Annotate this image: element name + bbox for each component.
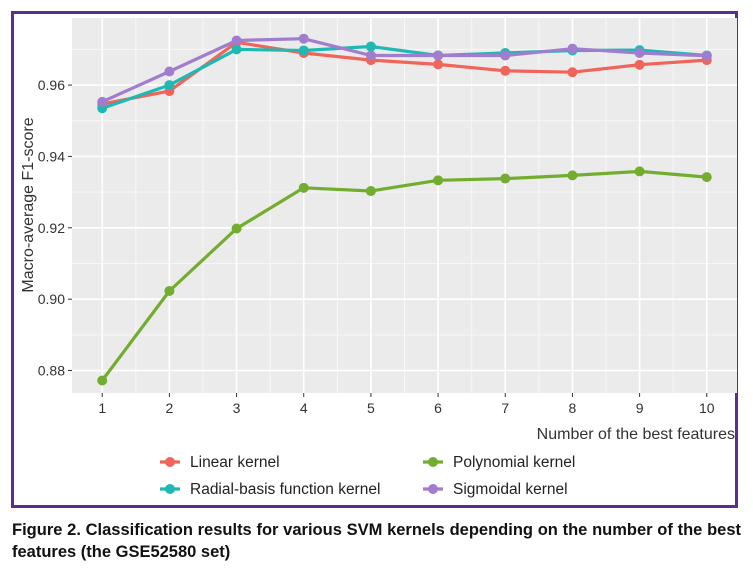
x-tick-label: 6 [434,400,442,416]
figure-caption: Figure 2. Classification results for var… [12,521,741,561]
legend-label: Radial-basis function kernel [190,481,380,498]
x-tick-label: 5 [367,400,375,416]
data-point-series-2 [701,172,712,183]
data-point-series-0 [567,67,578,78]
data-point-series-3 [298,33,309,44]
data-point-series-2 [500,173,511,184]
grid-minor [72,18,737,393]
data-point-series-2 [634,166,645,177]
y-tick-label: 0.92 [38,220,65,236]
x-tick-label: 10 [699,400,715,416]
y-tick-label: 0.96 [38,77,65,93]
series-line-2 [100,169,707,382]
legend-label: Polynomial kernel [453,454,575,471]
y-tick-label: 0.94 [38,148,65,164]
x-tick-label: 8 [569,400,577,416]
data-point-series-3 [567,43,578,54]
data-point-series-2 [97,375,108,386]
data-point-series-1 [365,41,376,52]
grid-major [72,18,737,393]
data-point-series-2 [231,223,242,234]
data-point-series-3 [97,96,108,107]
legend-item: Radial-basis function kernel [160,481,380,498]
data-point-series-2 [567,170,578,181]
series-lines [100,37,707,382]
data-point-series-2 [365,186,376,197]
data-point-series-0 [500,65,511,76]
data-point-series-3 [634,47,645,58]
x-tick-label: 2 [166,400,174,416]
x-tick-label: 7 [501,400,509,416]
series-line-3 [101,37,707,104]
data-point-series-3 [231,35,242,46]
legend-item: Linear kernel [160,454,280,471]
legend: Linear kernel Radial-basis function kerne… [160,454,575,498]
legend-item: Sigmoidal kernel [423,481,568,498]
data-point-series-1 [298,45,309,56]
x-tick-label: 3 [233,400,241,416]
data-point-series-0 [433,59,444,70]
x-axis-title: Number of the best features [537,426,735,443]
data-point-series-2 [164,285,175,296]
x-tick-label: 4 [300,400,308,416]
data-point-series-3 [433,50,444,61]
data-point-series-3 [500,50,511,61]
legend-label: Sigmoidal kernel [453,481,568,498]
y-tick-label: 0.90 [38,291,65,307]
legend-label: Linear kernel [190,454,280,471]
data-point-series-0 [634,59,645,70]
y-axis-title: Macro-average F1-score [20,117,37,292]
x-axis: 1 2 3 4 5 6 7 8 9 10 [98,393,715,416]
data-point-series-2 [298,182,309,193]
series-points [97,33,712,386]
y-axis: 0.88 0.90 0.92 0.94 0.96 [38,77,72,379]
data-point-series-3 [365,50,376,61]
x-tick-label: 1 [98,400,106,416]
legend-swatch-point [428,457,438,467]
line-chart: 0.88 0.90 0.92 0.94 0.96 1 2 3 4 5 6 7 8 9 10 Number … [20,18,737,498]
x-tick-label: 9 [636,400,644,416]
legend-item: Polynomial kernel [423,454,575,471]
data-point-series-1 [164,80,175,91]
legend-swatch-point [165,484,175,494]
data-point-series-3 [164,66,175,77]
data-point-series-3 [701,50,712,61]
legend-swatch-point [428,484,438,494]
data-point-series-2 [433,175,444,186]
y-tick-label: 0.88 [38,363,65,379]
legend-swatch-point [165,457,175,467]
data-point-series-1 [231,44,242,55]
